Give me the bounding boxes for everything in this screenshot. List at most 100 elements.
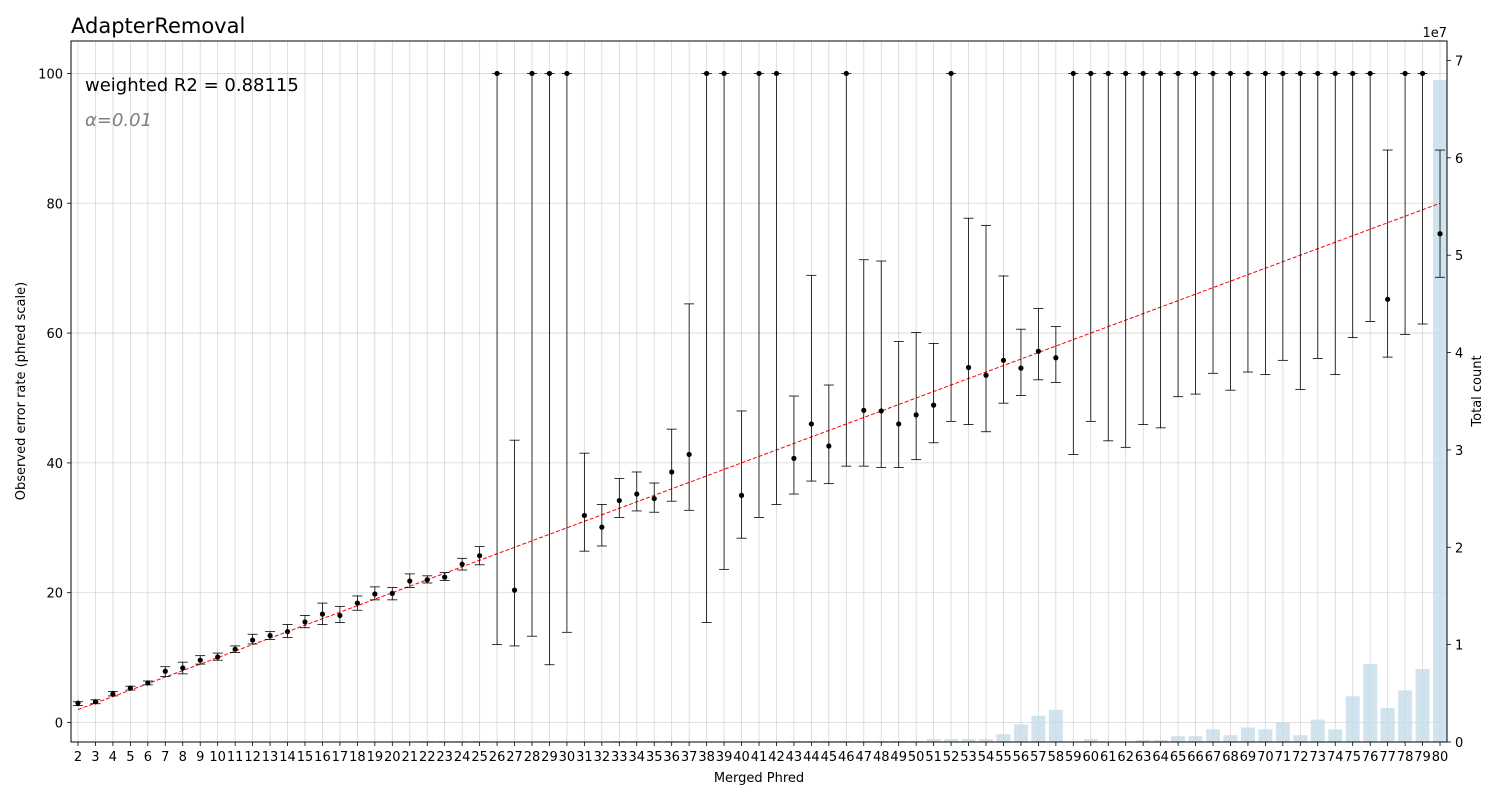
data-point — [983, 372, 989, 378]
data-point — [215, 654, 221, 660]
x-tick-label: 24 — [454, 750, 471, 765]
data-point — [1350, 70, 1356, 77]
x-tick-label: 62 — [1117, 750, 1134, 765]
x-tick-label: 10 — [209, 750, 226, 765]
data-point — [1402, 70, 1408, 77]
x-tick-label: 70 — [1257, 750, 1274, 765]
data-point — [197, 657, 203, 663]
x-tick-label: 21 — [401, 750, 418, 765]
right-axis-offset: 1e7 — [1422, 26, 1447, 41]
data-point — [250, 637, 256, 643]
data-point — [738, 492, 745, 498]
count-bar — [1345, 696, 1360, 742]
data-point — [145, 680, 151, 686]
x-tick-label: 66 — [1187, 750, 1204, 765]
data-point — [1297, 70, 1303, 77]
data-point — [599, 524, 605, 530]
x-tick-label: 6 — [144, 750, 152, 765]
x-tick-label: 60 — [1083, 750, 1100, 765]
data-point — [634, 491, 640, 497]
count-bar — [1293, 735, 1308, 742]
count-bar — [1171, 736, 1186, 742]
data-point — [808, 421, 814, 427]
data-point — [878, 408, 884, 414]
x-tick-label: 58 — [1048, 750, 1065, 765]
x-tick-label: 30 — [559, 750, 576, 765]
count-bar — [1048, 709, 1063, 742]
count-bar — [1415, 668, 1430, 742]
x-axis-label: Merged Phred — [714, 771, 804, 786]
count-bar — [1013, 724, 1028, 742]
x-tick-label: 25 — [471, 750, 488, 765]
x-tick-label: 3 — [91, 750, 99, 765]
x-tick-label: 41 — [751, 750, 768, 765]
count-bar — [996, 734, 1011, 742]
count-bar — [1363, 664, 1378, 742]
data-point — [616, 497, 622, 504]
right-y-tick-label: 3 — [1455, 444, 1463, 459]
count-bar — [1206, 729, 1220, 742]
y-tick-label: 100 — [38, 67, 63, 82]
data-point — [1035, 348, 1041, 354]
data-point — [1175, 70, 1181, 77]
right-y-tick-label: 4 — [1455, 347, 1463, 362]
x-tick-label: 9 — [196, 750, 204, 765]
data-point — [110, 691, 116, 697]
x-tick-label: 31 — [576, 750, 593, 765]
right-y-tick-label: 7 — [1455, 54, 1463, 69]
data-point — [948, 70, 954, 77]
x-tick-label: 34 — [628, 750, 645, 765]
data-point — [669, 469, 675, 475]
count-bar — [1398, 690, 1413, 742]
count-bar — [1328, 729, 1343, 742]
x-tick-label: 12 — [244, 750, 261, 765]
data-point — [529, 70, 535, 77]
count-bar — [1275, 722, 1290, 742]
x-tick-label: 68 — [1222, 750, 1239, 765]
data-point — [302, 619, 308, 625]
data-point — [319, 611, 326, 617]
data-point — [389, 590, 395, 596]
x-tick-label: 57 — [1030, 750, 1047, 765]
count-bar — [1310, 719, 1325, 742]
x-tick-label: 71 — [1275, 750, 1292, 765]
count-bar — [1153, 740, 1168, 742]
x-tick-label: 50 — [908, 750, 925, 765]
right-y-tick-label: 6 — [1455, 152, 1463, 167]
data-point — [459, 561, 465, 567]
data-point — [791, 455, 797, 461]
count-bar — [1188, 736, 1203, 742]
x-tick-label: 23 — [436, 750, 453, 765]
count-bar — [944, 739, 959, 742]
x-tick-label: 38 — [698, 750, 715, 765]
x-tick-label: 32 — [594, 750, 611, 765]
x-tick-label: 78 — [1397, 750, 1414, 765]
data-point — [180, 665, 186, 671]
x-tick-label: 7 — [161, 750, 169, 765]
data-point — [92, 699, 99, 705]
x-tick-label: 19 — [367, 750, 384, 765]
x-tick-label: 59 — [1065, 750, 1082, 765]
data-point — [477, 553, 483, 559]
x-tick-label: 2 — [74, 750, 82, 765]
x-tick-label: 47 — [855, 750, 872, 765]
x-tick-label: 56 — [1013, 750, 1030, 765]
data-point — [756, 70, 762, 77]
x-tick-label: 36 — [663, 750, 680, 765]
count-bar — [926, 739, 941, 742]
count-bar — [961, 739, 976, 742]
data-point — [564, 70, 570, 77]
axis-ticks: 2 3 4 5 6 7 8 9 10 11 12 13 14 15 16 17 18 19 20 21 22 23 24 25… — [38, 54, 1463, 765]
count-bar — [1258, 729, 1273, 742]
data-point — [721, 70, 727, 77]
x-tick-label: 75 — [1344, 750, 1361, 765]
right-y-tick-label: 0 — [1455, 736, 1463, 751]
right-y-tick-label: 5 — [1455, 249, 1463, 264]
data-point — [1437, 231, 1443, 237]
x-tick-label: 52 — [943, 750, 960, 765]
data-point — [843, 70, 849, 77]
x-tick-label: 40 — [733, 750, 750, 765]
x-tick-label: 13 — [262, 750, 279, 765]
x-tick-label: 77 — [1379, 750, 1396, 765]
data-point — [1123, 70, 1129, 77]
